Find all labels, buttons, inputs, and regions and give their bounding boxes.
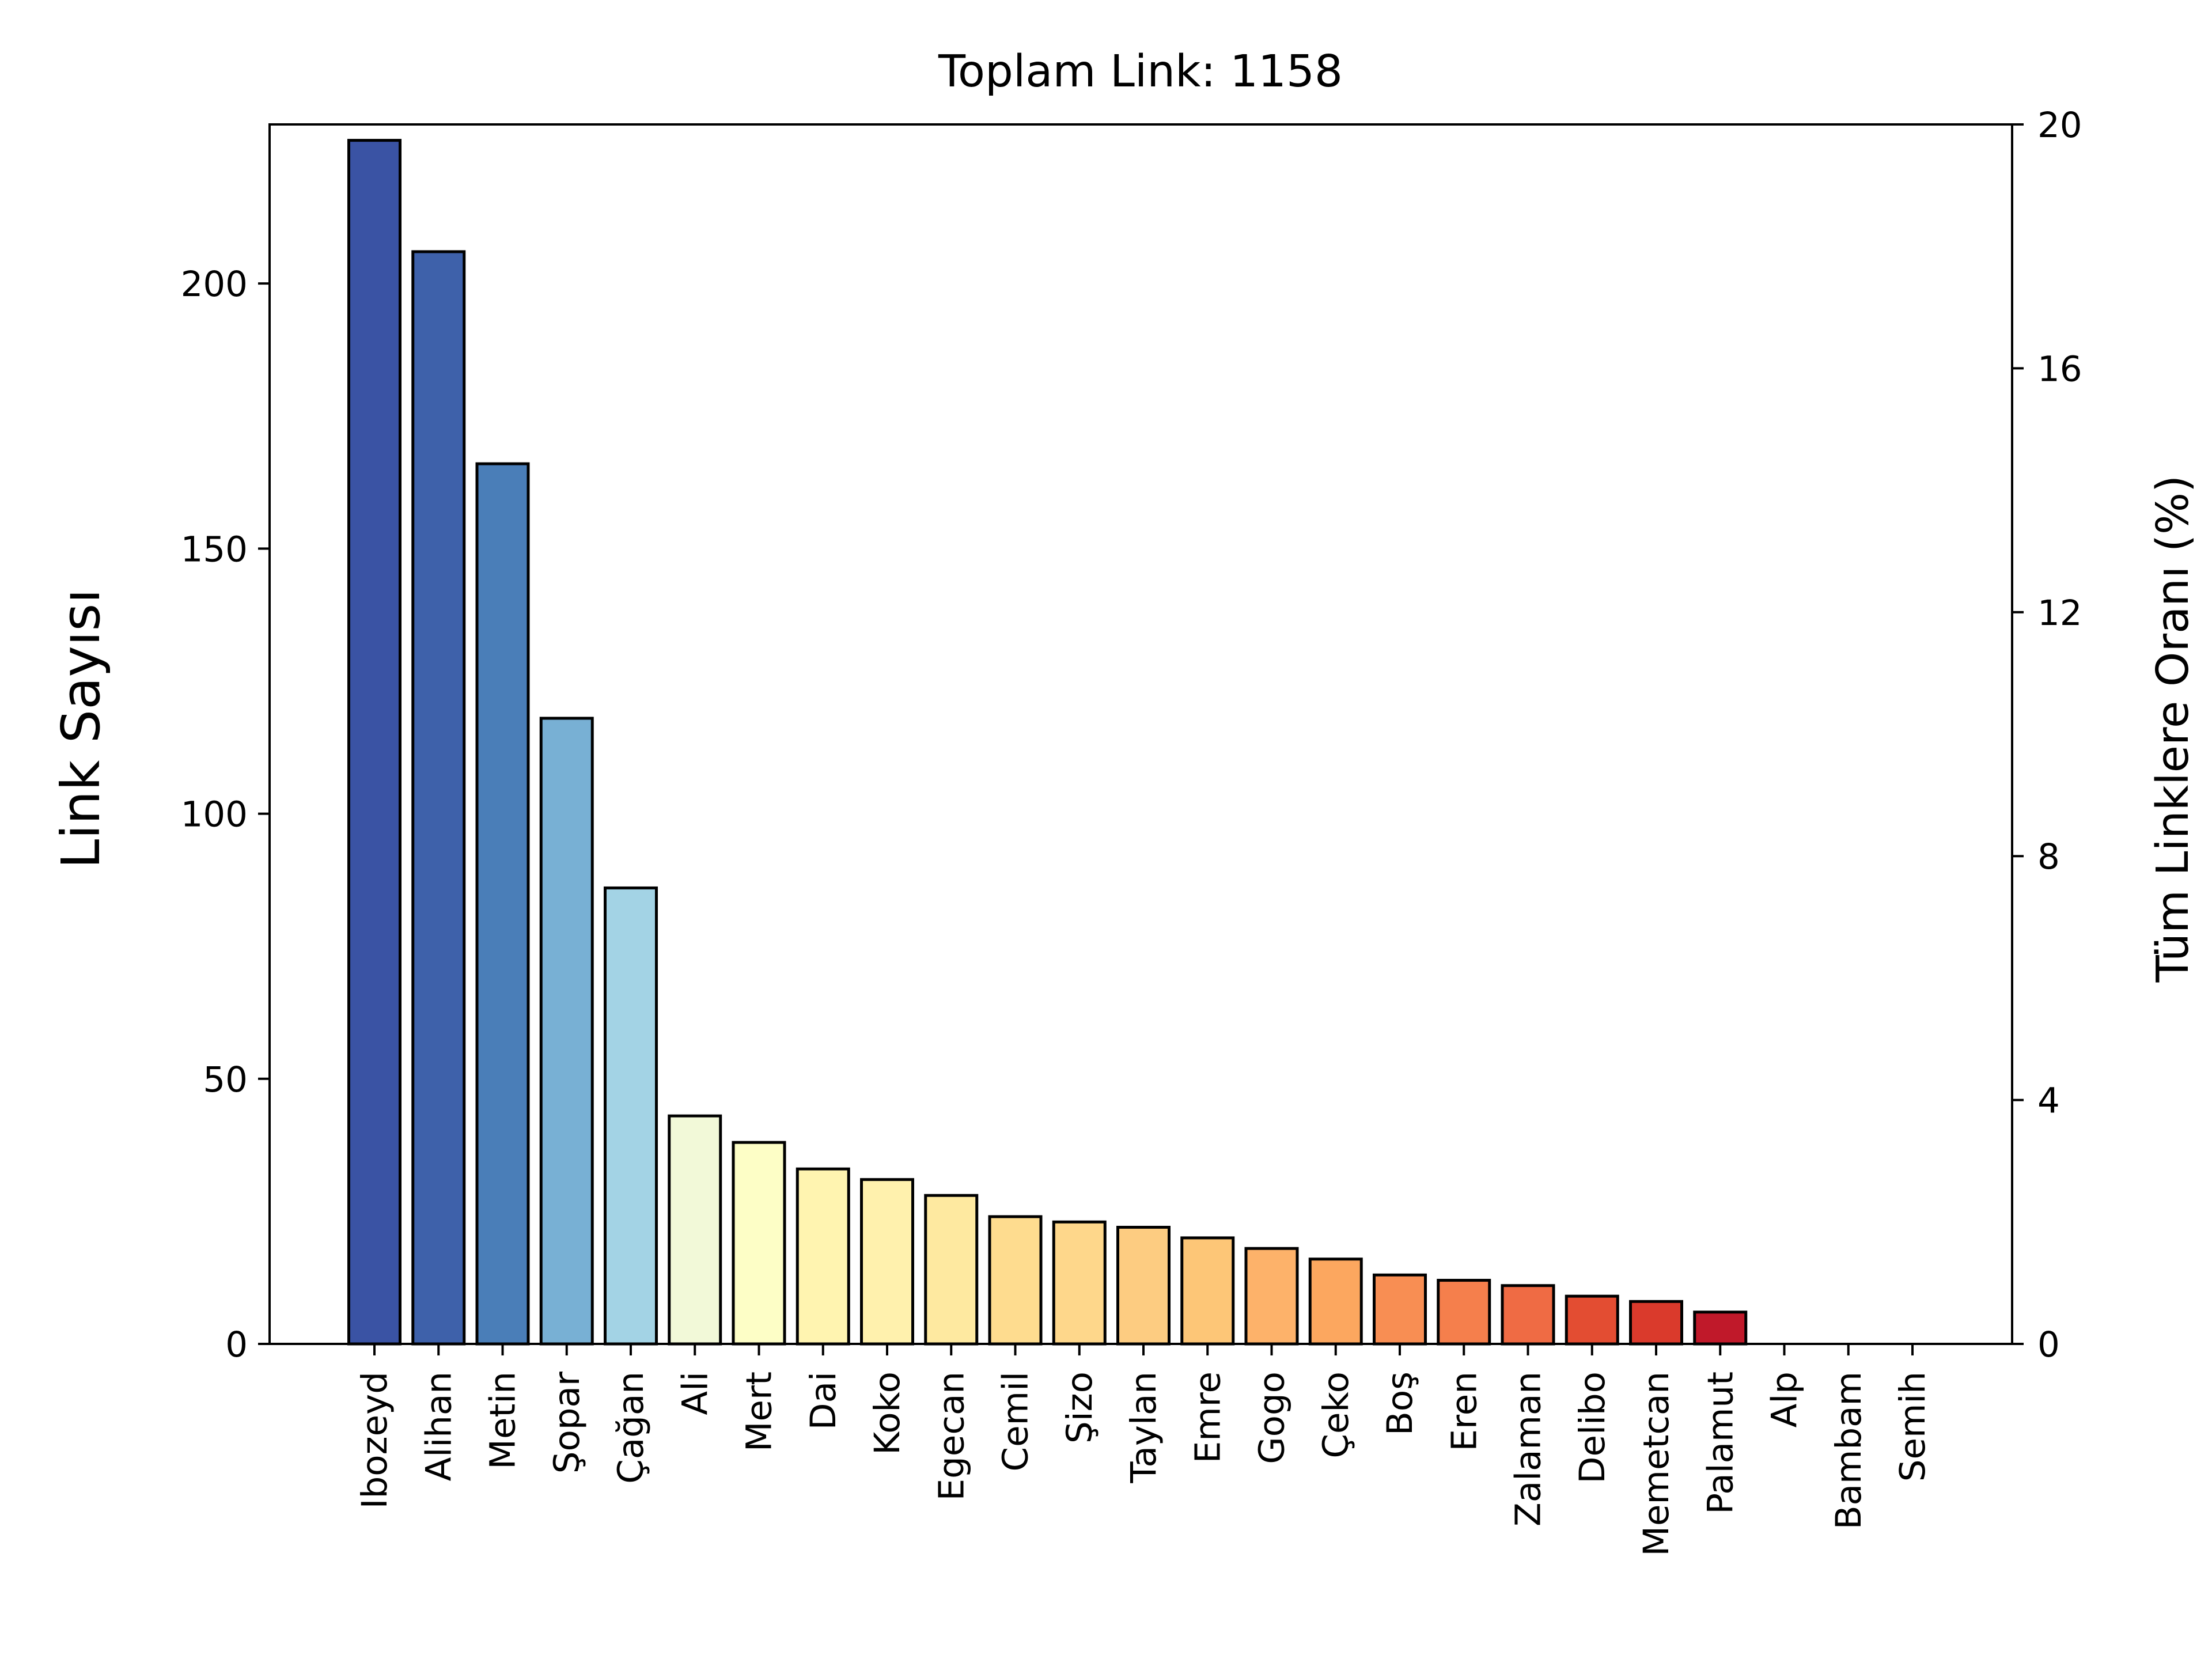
bar-14 (1244, 1247, 1299, 1346)
plot-frame (268, 123, 2013, 1345)
bar-11 (1052, 1220, 1107, 1346)
bar-20 (1629, 1300, 1683, 1346)
bar-5 (668, 1114, 722, 1346)
y-tick-label-right-0: 0 (2037, 1324, 2060, 1365)
y-tick-label-left-1: 50 (203, 1059, 248, 1100)
bars-group (347, 139, 1748, 1346)
x-tick-label-16: Boş (1380, 1372, 1421, 1435)
bar-12 (1116, 1226, 1171, 1346)
x-tick-label-8: Koko (867, 1372, 908, 1455)
x-tick-label-23: Bambam (1828, 1372, 1869, 1529)
x-tick-label-2: Metin (483, 1372, 524, 1469)
bar-6 (732, 1141, 786, 1346)
y-tick-label-left-3: 150 (181, 529, 248, 570)
y-tick-label-left-0: 0 (225, 1324, 248, 1365)
y-axis-left: 0 50 100 150 200 (181, 264, 270, 1365)
bar-8 (860, 1178, 914, 1346)
y-tick-label-right-5: 20 (2037, 105, 2082, 146)
x-tick-label-11: Şizo (1059, 1372, 1100, 1444)
bar-2 (475, 462, 530, 1346)
x-tick-label-19: Delibo (1572, 1372, 1613, 1483)
x-tick-label-6: Mert (739, 1372, 780, 1452)
x-tick-label-7: Dai (803, 1372, 844, 1430)
x-axis: Ibozeyd Alihan Metin Şopar Çağan Ali Mert Dai Ko… (354, 1344, 1933, 1556)
x-tick-label-18: Zalaman (1508, 1372, 1549, 1527)
x-tick-label-0: Ibozeyd (354, 1372, 395, 1509)
y-tick-label-left-2: 100 (181, 794, 248, 835)
y-tick-label-left-4: 200 (181, 264, 248, 305)
y-axis-title-right: Tüm Linklere Oranı (%) (2147, 475, 2199, 983)
bar-18 (1501, 1284, 1555, 1346)
y-axis-right: 0 4 8 12 16 20 (2012, 105, 2082, 1365)
y-tick-label-right-4: 16 (2037, 349, 2082, 389)
bar-17 (1437, 1279, 1491, 1346)
x-tick-label-20: Memetcan (1636, 1372, 1677, 1556)
bar-3 (539, 717, 594, 1346)
bar-9 (924, 1194, 979, 1346)
x-tick-label-21: Palamut (1700, 1372, 1741, 1514)
bar-15 (1308, 1257, 1363, 1346)
bar-16 (1373, 1273, 1427, 1346)
x-tick-label-14: Gogo (1252, 1372, 1293, 1464)
bar-0 (347, 139, 402, 1346)
y-tick-label-right-2: 8 (2037, 836, 2060, 877)
y-tick-label-right-3: 12 (2037, 593, 2082, 634)
x-tick-label-4: Çağan (611, 1372, 652, 1484)
x-tick-label-22: Alp (1764, 1372, 1805, 1427)
x-tick-label-9: Egecan (931, 1372, 972, 1501)
bar-1 (411, 250, 466, 1346)
bar-19 (1565, 1294, 1619, 1346)
bar-21 (1693, 1310, 1748, 1346)
x-tick-label-17: Eren (1444, 1372, 1484, 1451)
bar-10 (988, 1215, 1043, 1346)
x-tick-label-24: Semih (1892, 1372, 1933, 1482)
bar-13 (1180, 1236, 1235, 1346)
x-tick-label-3: Şopar (547, 1371, 588, 1474)
x-tick-label-1: Alihan (418, 1372, 459, 1481)
chart-title: Toplam Link: 1158 (938, 46, 1343, 97)
y-tick-label-right-1: 4 (2037, 1081, 2060, 1122)
x-tick-label-12: Taylan (1123, 1372, 1164, 1484)
x-tick-label-15: Çeko (1316, 1372, 1357, 1459)
x-tick-label-5: Ali (675, 1372, 715, 1415)
x-tick-label-13: Emre (1187, 1372, 1228, 1463)
x-tick-label-10: Cemil (995, 1372, 1036, 1471)
bar-4 (604, 886, 658, 1346)
bar-7 (796, 1167, 850, 1346)
y-axis-title-left: Link Sayısı (50, 589, 112, 869)
